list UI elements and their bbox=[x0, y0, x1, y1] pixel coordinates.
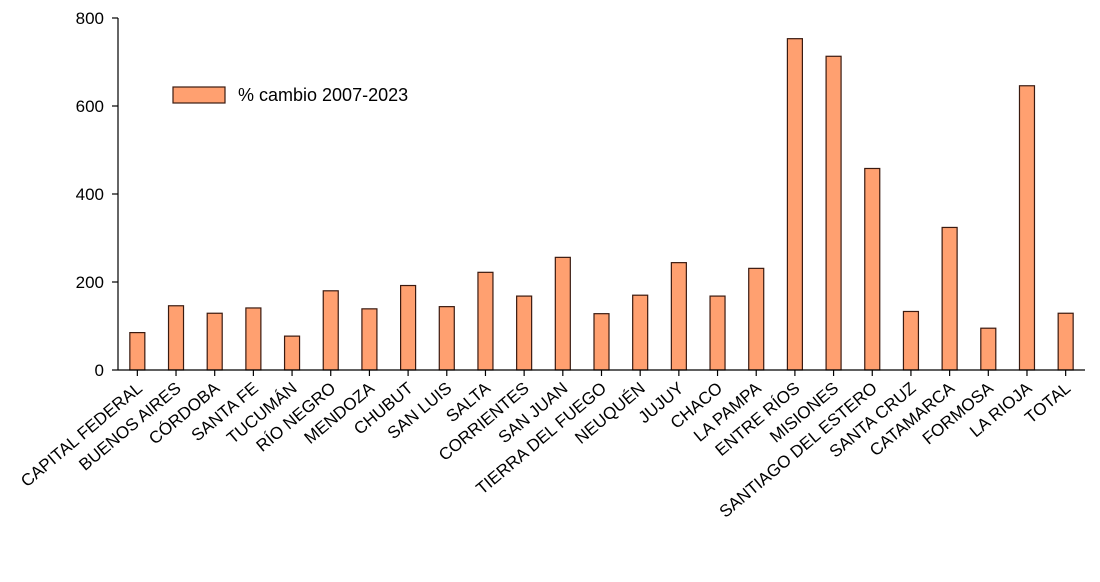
bar-córdoba bbox=[206, 312, 223, 371]
bars-layer bbox=[129, 38, 1074, 371]
bar-catamarca bbox=[941, 226, 958, 371]
bar-corrientes bbox=[516, 295, 533, 371]
bar-mendoza bbox=[361, 308, 378, 371]
bar-santa-fe bbox=[245, 307, 262, 371]
bar-santiago-del-estero bbox=[864, 167, 881, 371]
y-tick-label: 600 bbox=[76, 97, 104, 116]
y-tick-label: 200 bbox=[76, 273, 104, 292]
bar-la-pampa bbox=[748, 267, 765, 371]
bar-capital-federal bbox=[129, 332, 146, 371]
bar-río-negro bbox=[322, 290, 339, 371]
legend: % cambio 2007-2023 bbox=[172, 85, 408, 105]
bar-la-rioja bbox=[1018, 85, 1036, 371]
legend-label: % cambio 2007-2023 bbox=[238, 85, 408, 105]
bar-formosa bbox=[980, 327, 997, 371]
y-tick-label: 0 bbox=[95, 361, 104, 380]
y-tick-label: 400 bbox=[76, 185, 104, 204]
legend-swatch bbox=[172, 86, 226, 104]
bar-tucumán bbox=[283, 335, 301, 371]
bar-neuquén bbox=[632, 294, 649, 371]
bar-salta bbox=[477, 271, 494, 371]
bar-misiones bbox=[825, 55, 842, 371]
bar-chubut bbox=[400, 284, 417, 371]
y-tick-labels: 0 200 400 600 800 bbox=[76, 9, 104, 380]
axes bbox=[112, 17, 1085, 376]
y-tick-label: 800 bbox=[76, 9, 104, 28]
bar-tierra-del-fuego bbox=[593, 313, 610, 371]
bar-total bbox=[1057, 312, 1074, 371]
bar-san-juan bbox=[554, 256, 571, 371]
bar-santa-cruz bbox=[902, 310, 920, 371]
bar-san-luis bbox=[438, 306, 455, 371]
bar-jujuy bbox=[670, 262, 687, 371]
bar-entre-ríos bbox=[786, 38, 804, 371]
bar-buenos-aires bbox=[167, 305, 185, 371]
bar-chaco bbox=[709, 295, 726, 371]
